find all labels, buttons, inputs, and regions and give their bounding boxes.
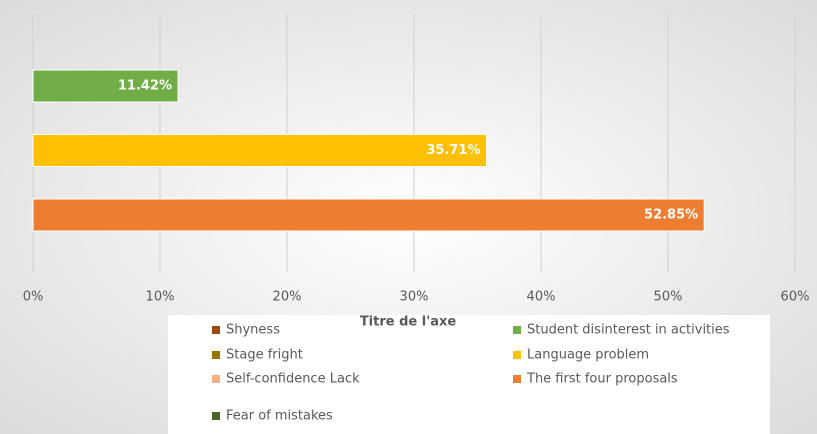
data-label: 52.85% bbox=[644, 208, 698, 223]
legend-label: Stage fright bbox=[226, 348, 303, 363]
legend-label: Student disinterest in activities bbox=[527, 323, 730, 338]
legend-label: Self-confidence Lack bbox=[226, 372, 360, 387]
x-axis-title: Titre de l'axe bbox=[360, 315, 457, 330]
bar bbox=[32, 134, 488, 167]
legend-label: Shyness bbox=[226, 323, 280, 338]
bar bbox=[32, 198, 705, 232]
legend-swatch bbox=[513, 351, 521, 359]
legend-swatch bbox=[212, 375, 220, 383]
x-tick-label: 40% bbox=[527, 290, 556, 305]
legend-swatch bbox=[212, 326, 220, 334]
legend-swatch bbox=[212, 412, 220, 420]
x-tick-label: 20% bbox=[273, 290, 302, 305]
legend-swatch bbox=[212, 351, 220, 359]
x-tick-label: 60% bbox=[781, 290, 810, 305]
data-label: 35.71% bbox=[426, 143, 480, 158]
legend-swatch bbox=[513, 326, 521, 334]
x-tick-label: 30% bbox=[400, 290, 429, 305]
legend-label: Language problem bbox=[527, 348, 649, 363]
legend-label: The first four proposals bbox=[526, 372, 678, 387]
bar bbox=[32, 69, 179, 103]
legend-label: Fear of mistakes bbox=[226, 409, 333, 424]
legend-swatch bbox=[513, 375, 521, 383]
x-tick-label: 50% bbox=[654, 290, 683, 305]
x-tick-label: 0% bbox=[23, 290, 44, 305]
x-tick-label: 10% bbox=[146, 290, 175, 305]
legend-box bbox=[168, 315, 770, 434]
data-label: 11.42% bbox=[118, 79, 172, 94]
